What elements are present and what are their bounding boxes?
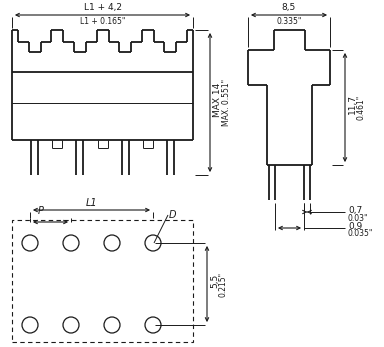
- Text: 0.035": 0.035": [348, 229, 373, 238]
- Text: 0,9: 0,9: [348, 221, 362, 230]
- Text: L1: L1: [86, 198, 97, 208]
- Text: 0.03": 0.03": [348, 213, 369, 222]
- Text: D: D: [169, 210, 177, 220]
- Text: 0.335": 0.335": [276, 17, 302, 26]
- Bar: [12, 220, 193, 342]
- Text: MAX 14: MAX 14: [213, 82, 222, 117]
- Text: MAX. 0.551": MAX. 0.551": [222, 79, 231, 126]
- Text: 5,5: 5,5: [210, 274, 219, 288]
- Text: P: P: [38, 206, 44, 216]
- Text: 0.215": 0.215": [219, 271, 228, 297]
- Text: 11,7: 11,7: [348, 93, 357, 113]
- Text: 8,5: 8,5: [282, 3, 296, 12]
- Text: L1 + 0.165": L1 + 0.165": [80, 17, 125, 26]
- Text: 0.461": 0.461": [357, 95, 366, 120]
- Text: 0,7: 0,7: [348, 205, 362, 214]
- Text: L1 + 4,2: L1 + 4,2: [83, 3, 121, 12]
